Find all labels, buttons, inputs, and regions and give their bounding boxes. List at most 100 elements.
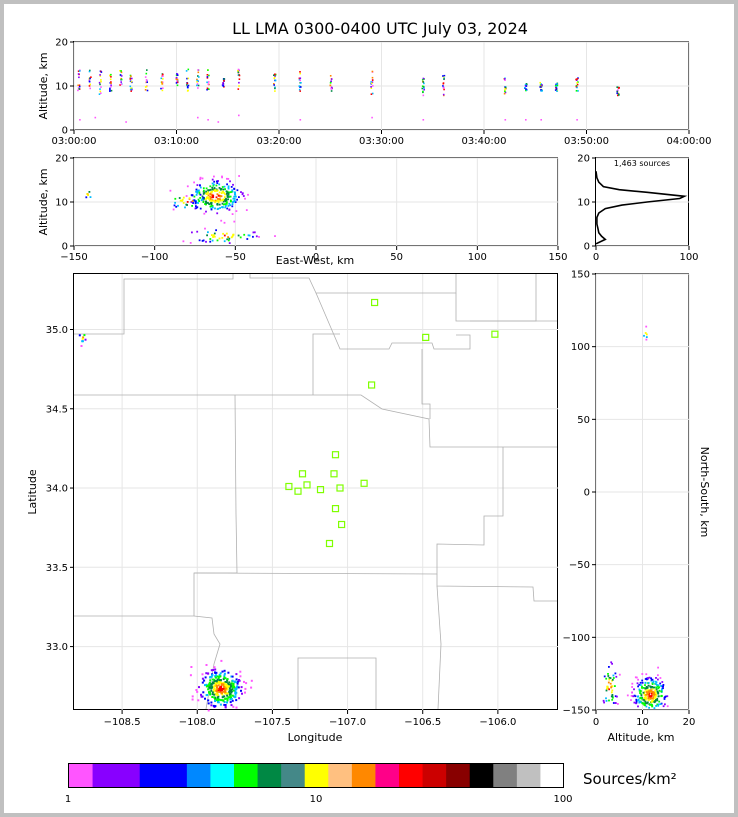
north-south-source xyxy=(644,700,647,703)
plan-view-source xyxy=(206,694,209,696)
east-west-source xyxy=(211,182,214,185)
time-altitude-source xyxy=(206,88,208,91)
north-south-source xyxy=(658,700,661,703)
east-west-source xyxy=(220,192,223,194)
plan-view-source xyxy=(200,695,203,698)
plan-view-source xyxy=(226,698,229,701)
time-altitude-source xyxy=(443,77,445,79)
plan-view-source xyxy=(226,678,229,681)
east-west-source xyxy=(220,219,223,222)
north-south-source xyxy=(635,676,638,679)
plan-view-source xyxy=(226,692,229,695)
time-altitude-source xyxy=(421,87,424,90)
time-altitude-source xyxy=(131,77,133,80)
time-altitude-source xyxy=(176,84,179,87)
time-altitude-source xyxy=(370,86,372,88)
time-altitude-source xyxy=(274,87,276,90)
time-altitude-source xyxy=(196,83,199,85)
north-south-source xyxy=(611,678,614,681)
plan-view-source xyxy=(240,689,242,692)
east-west-source xyxy=(215,229,217,232)
north-south-source xyxy=(650,691,653,693)
plan-view-source xyxy=(230,704,233,707)
east-west-source xyxy=(223,192,226,194)
plan-view-source xyxy=(208,681,211,684)
colorbar-swatch xyxy=(375,764,400,788)
north-south-source xyxy=(646,687,648,689)
time-altitude-source xyxy=(176,78,179,81)
north-south-source xyxy=(654,689,657,692)
time-altitude-source xyxy=(119,70,121,72)
east-west-source xyxy=(185,195,188,197)
plan-view-source xyxy=(210,689,213,692)
lma-figure: LL LMA 0300-0400 UTC July 03, 2024 03:00… xyxy=(4,4,734,813)
east-west-source xyxy=(211,206,214,209)
time-altitude-sources xyxy=(77,68,620,123)
plan-view-source xyxy=(211,693,214,696)
plan-view-source xyxy=(231,675,234,678)
north-south-source xyxy=(656,684,658,686)
time-altitude-source xyxy=(206,87,209,90)
time-altitude-source xyxy=(300,82,302,84)
east-west-source xyxy=(244,197,246,200)
altitude-histogram-line xyxy=(595,171,688,245)
north-south-source xyxy=(645,696,647,698)
plan-view-sources xyxy=(78,334,253,712)
east-west-source xyxy=(227,186,230,189)
time-altitude-source xyxy=(77,89,79,92)
time-altitude-source xyxy=(98,81,101,84)
east-west-source xyxy=(186,201,189,203)
time-altitude-source xyxy=(120,70,122,72)
east-west-source xyxy=(221,186,224,188)
north-south-source xyxy=(656,685,659,688)
north-south-source xyxy=(657,691,659,694)
time-altitude-source xyxy=(422,90,424,93)
north-south-source xyxy=(661,681,664,683)
east-west-source xyxy=(237,234,240,237)
east-west-source xyxy=(231,205,234,208)
plan-view-source xyxy=(235,678,238,681)
lma-station-marker xyxy=(338,520,346,529)
time-altitude-source xyxy=(88,70,91,73)
east-west-source xyxy=(184,206,186,209)
north-south-source xyxy=(650,703,653,706)
east-west-source xyxy=(192,202,194,204)
east-west-source xyxy=(229,180,231,183)
north-south-source xyxy=(662,687,664,690)
plan-view-source xyxy=(214,700,217,702)
plan-view-source xyxy=(217,689,220,691)
north-south-source xyxy=(647,684,650,687)
east-west-source xyxy=(218,191,221,194)
plan-view-source xyxy=(231,699,234,702)
plan-view-source xyxy=(230,688,233,691)
time-altitude-source xyxy=(100,79,102,81)
time-altitude-source xyxy=(617,94,619,97)
east-west-source xyxy=(195,205,197,207)
north-south-source xyxy=(655,699,657,701)
time-altitude-source xyxy=(88,85,91,87)
north-south-source xyxy=(637,699,639,702)
plan-view-source xyxy=(223,686,225,689)
plan-view-source xyxy=(231,679,234,682)
east-west-source xyxy=(232,197,235,200)
latitude-tick-label: 34.0 xyxy=(46,484,68,495)
north-south-source xyxy=(645,705,648,708)
time-tick-label: 03:50:00 xyxy=(564,136,609,147)
time-tick-label: 03:30:00 xyxy=(359,136,404,147)
east-west-source xyxy=(223,203,225,206)
east-west-source xyxy=(211,178,214,181)
north-south-xlabel: Altitude, km xyxy=(607,731,674,744)
plan-view-source xyxy=(230,697,233,700)
east-west-tick-label: 150 xyxy=(548,252,567,263)
plan-view-source xyxy=(226,701,228,704)
east-west-source xyxy=(198,239,201,242)
time-altitude-source xyxy=(503,78,506,80)
plan-view-source xyxy=(84,338,87,341)
north-south-source xyxy=(649,698,652,700)
plan-view-source xyxy=(219,681,222,684)
east-west-source xyxy=(232,183,234,186)
north-south-source xyxy=(647,695,650,697)
east-west-source xyxy=(226,183,228,186)
north-south-source xyxy=(645,694,647,696)
time-altitude-source xyxy=(217,121,220,123)
